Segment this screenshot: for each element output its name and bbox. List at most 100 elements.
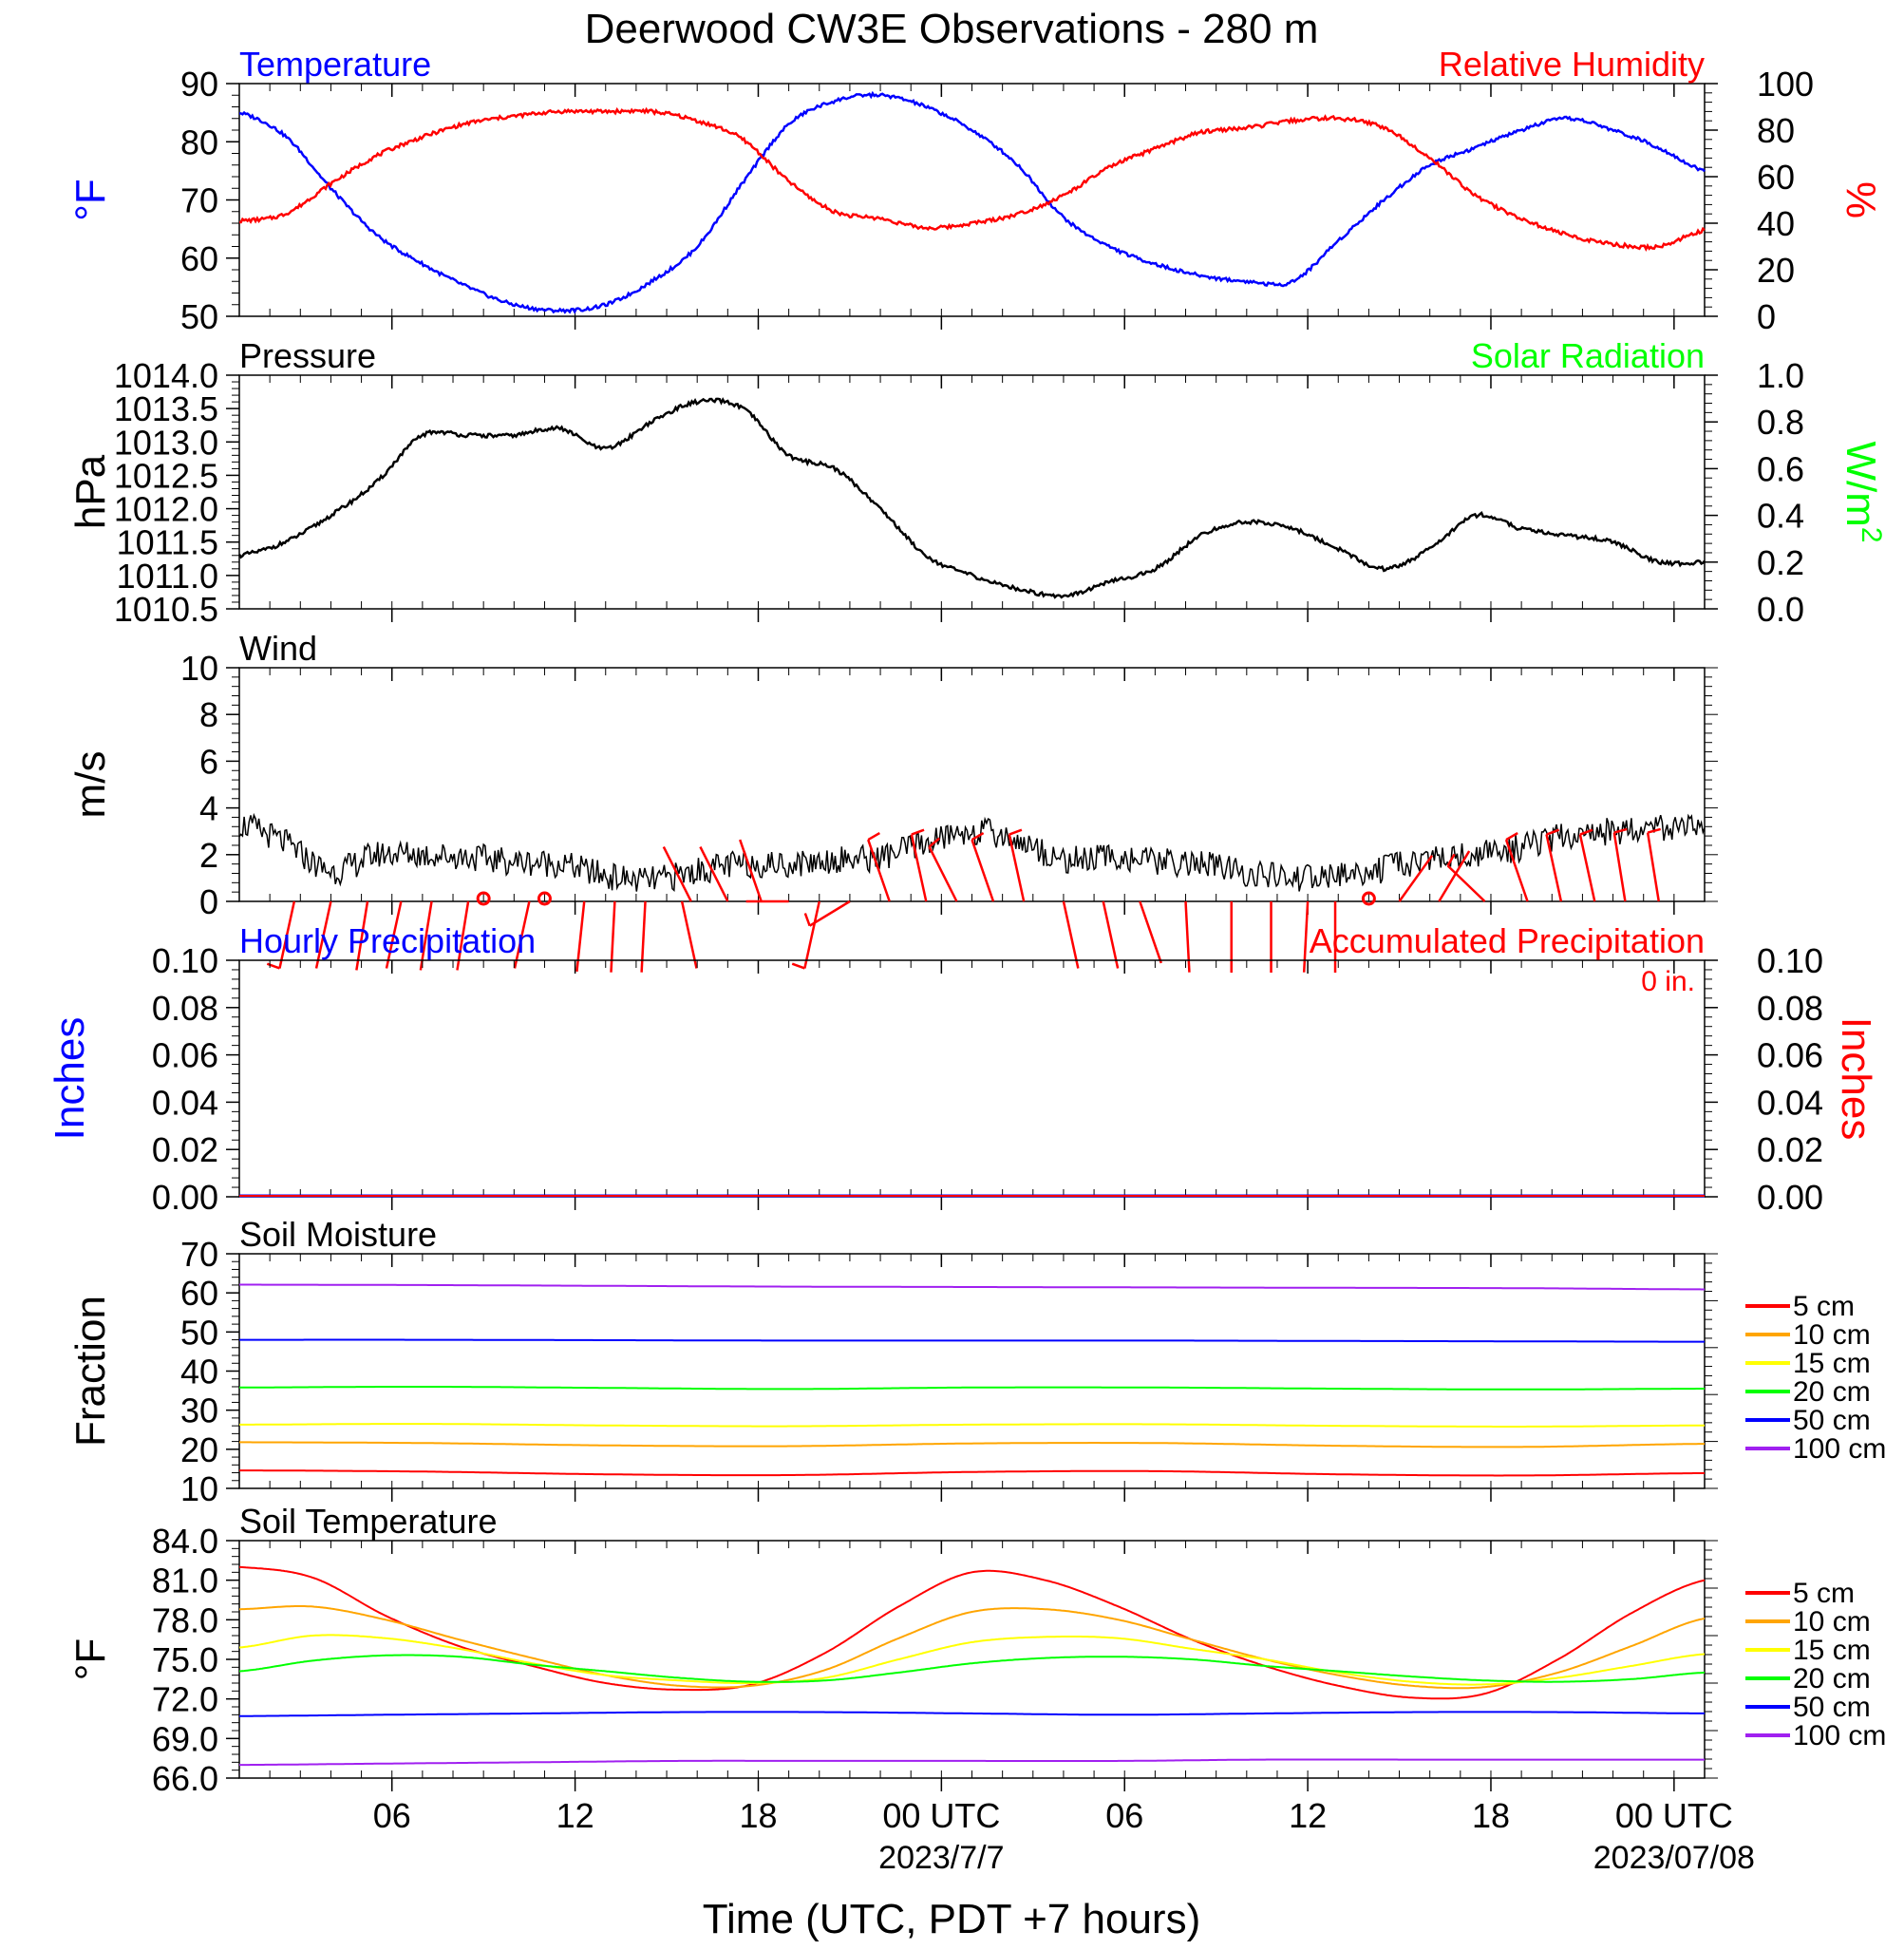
wind-barb <box>699 845 729 902</box>
wind-barb <box>575 900 586 972</box>
wind-barb-flag <box>266 962 280 970</box>
y-tick-label: 1012.5 <box>114 456 218 495</box>
wind-barb-flag <box>911 828 925 836</box>
wind-barb <box>1398 855 1434 902</box>
wind-barb <box>662 845 692 902</box>
legend-label: 5 cm <box>1793 1578 1855 1609</box>
wind-barb-flag <box>1505 831 1518 842</box>
soil-line-0 <box>239 1469 1706 1477</box>
y-tick-label: 1013.0 <box>114 423 218 462</box>
y-tick-label: 70 <box>180 1235 218 1274</box>
wind-barb <box>314 900 332 969</box>
x-axis-label: Time (UTC, PDT +7 hours) <box>703 1896 1200 1942</box>
y-tick-label: 30 <box>180 1392 218 1430</box>
pressure-line <box>237 397 1706 599</box>
y-axis-label-left: °F <box>67 179 114 220</box>
y-tick-label: 0.08 <box>152 989 218 1028</box>
panel-soil_temperature: 84.081.078.075.072.069.066.0 Soil Tempera… <box>67 1502 1886 1876</box>
temperature-line <box>238 90 1706 314</box>
wind-barb-flag <box>1446 853 1456 867</box>
y-tick-label: 60 <box>180 1274 218 1313</box>
y-tick-label: 6 <box>199 742 218 781</box>
wind-barb <box>1184 900 1191 973</box>
y-tick-label: 40 <box>180 1353 218 1392</box>
x-date-label: 2023/7/7 <box>878 1840 1004 1876</box>
panel-title-left: Hourly Precipitation <box>239 921 536 960</box>
x-tick-label: 06 <box>1105 1796 1143 1835</box>
wind-barb <box>278 900 296 969</box>
wind-calm-marker <box>537 891 552 906</box>
wind-barb <box>610 900 616 973</box>
wind-barb <box>1008 834 1026 902</box>
x-tick-label: 00 UTC <box>1615 1796 1733 1835</box>
y-axis-label-left: Inches <box>47 1017 93 1141</box>
soil-line-0 <box>238 1565 1706 1700</box>
wind-barb <box>739 839 763 902</box>
wind-calm-marker <box>476 891 491 906</box>
soil-line-4 <box>239 1338 1705 1343</box>
y-tick-label: 50 <box>180 297 218 336</box>
soil-line-1 <box>239 1441 1705 1448</box>
y-tick-label-right: 0.6 <box>1757 449 1804 488</box>
y-tick-label: 1011.0 <box>117 557 218 596</box>
wind-barb <box>1139 900 1162 964</box>
plot-frame <box>238 959 1706 1198</box>
y-tick-label: 69.0 <box>152 1719 218 1758</box>
panel-temperature_humidity: 90 80 70 60 50 100 80 60 40 20 0 Temperature Relativ… <box>67 45 1884 336</box>
y-tick-label: 0 <box>199 882 218 921</box>
wind-barb <box>808 899 851 927</box>
y-tick-label: 10 <box>180 1469 218 1508</box>
soil-line-1 <box>239 1605 1706 1690</box>
wind-barb-flag <box>1647 827 1661 834</box>
legend-label: 15 cm <box>1793 1348 1871 1379</box>
y-tick-label: 4 <box>199 789 218 828</box>
soil-line-5 <box>239 1283 1705 1291</box>
soil-line-2 <box>239 1423 1705 1428</box>
chart-title: Deerwood CW3E Observations - 280 m <box>585 6 1319 52</box>
y-tick-label: 60 <box>180 239 218 278</box>
y-tick-label: 1011.5 <box>117 523 218 562</box>
legend-label: 50 cm <box>1793 1405 1871 1436</box>
y-tick-label: 1013.5 <box>114 389 218 428</box>
plot-frame <box>238 1540 1706 1779</box>
y-axis-label-right: W/m2 <box>1838 441 1888 542</box>
wind-barb-flag <box>971 831 985 842</box>
soil-line-3 <box>239 1386 1705 1391</box>
x-tick-label: 00 UTC <box>882 1796 1000 1835</box>
wind-barb <box>1062 900 1080 969</box>
y-tick-label: 10 <box>180 649 218 688</box>
wind-barb-flag <box>791 962 805 970</box>
legend-label: 10 cm <box>1793 1319 1871 1351</box>
y-tick-label: 0.04 <box>152 1083 218 1122</box>
wind-barb <box>640 900 647 973</box>
y-axis-label-right-sup: 2 <box>1857 527 1888 543</box>
y-tick-label: 78.0 <box>152 1600 218 1639</box>
wind-barb <box>1446 864 1486 902</box>
wind-barb <box>456 900 470 971</box>
y-axis-label-left: hPa <box>67 454 114 529</box>
wind-barb <box>803 900 820 969</box>
wind-speed-line <box>238 812 1706 893</box>
y-tick-label-right: 0.8 <box>1757 403 1804 442</box>
y-tick-label: 50 <box>180 1313 218 1352</box>
legend-label: 5 cm <box>1793 1291 1855 1322</box>
y-tick-label: 72.0 <box>152 1680 218 1719</box>
y-tick-label: 90 <box>180 65 218 104</box>
soil-line-4 <box>239 1711 1705 1717</box>
wind-barb <box>419 900 433 971</box>
legend-label: 100 cm <box>1793 1720 1886 1751</box>
wind-barb <box>1646 832 1661 902</box>
y-tick-label: 84.0 <box>152 1522 218 1561</box>
panel-title-left: Soil Temperature <box>239 1502 497 1541</box>
y-tick-label: 0.10 <box>152 941 218 980</box>
y-axis-label-left: Fraction <box>67 1296 114 1447</box>
wind-barb <box>1612 832 1627 902</box>
y-tick-label: 0.00 <box>152 1178 218 1217</box>
x-tick-label: 18 <box>739 1796 777 1835</box>
y-tick-label: 75.0 <box>152 1640 218 1679</box>
soil-line-3 <box>238 1654 1706 1683</box>
x-tick-label: 12 <box>556 1796 594 1835</box>
